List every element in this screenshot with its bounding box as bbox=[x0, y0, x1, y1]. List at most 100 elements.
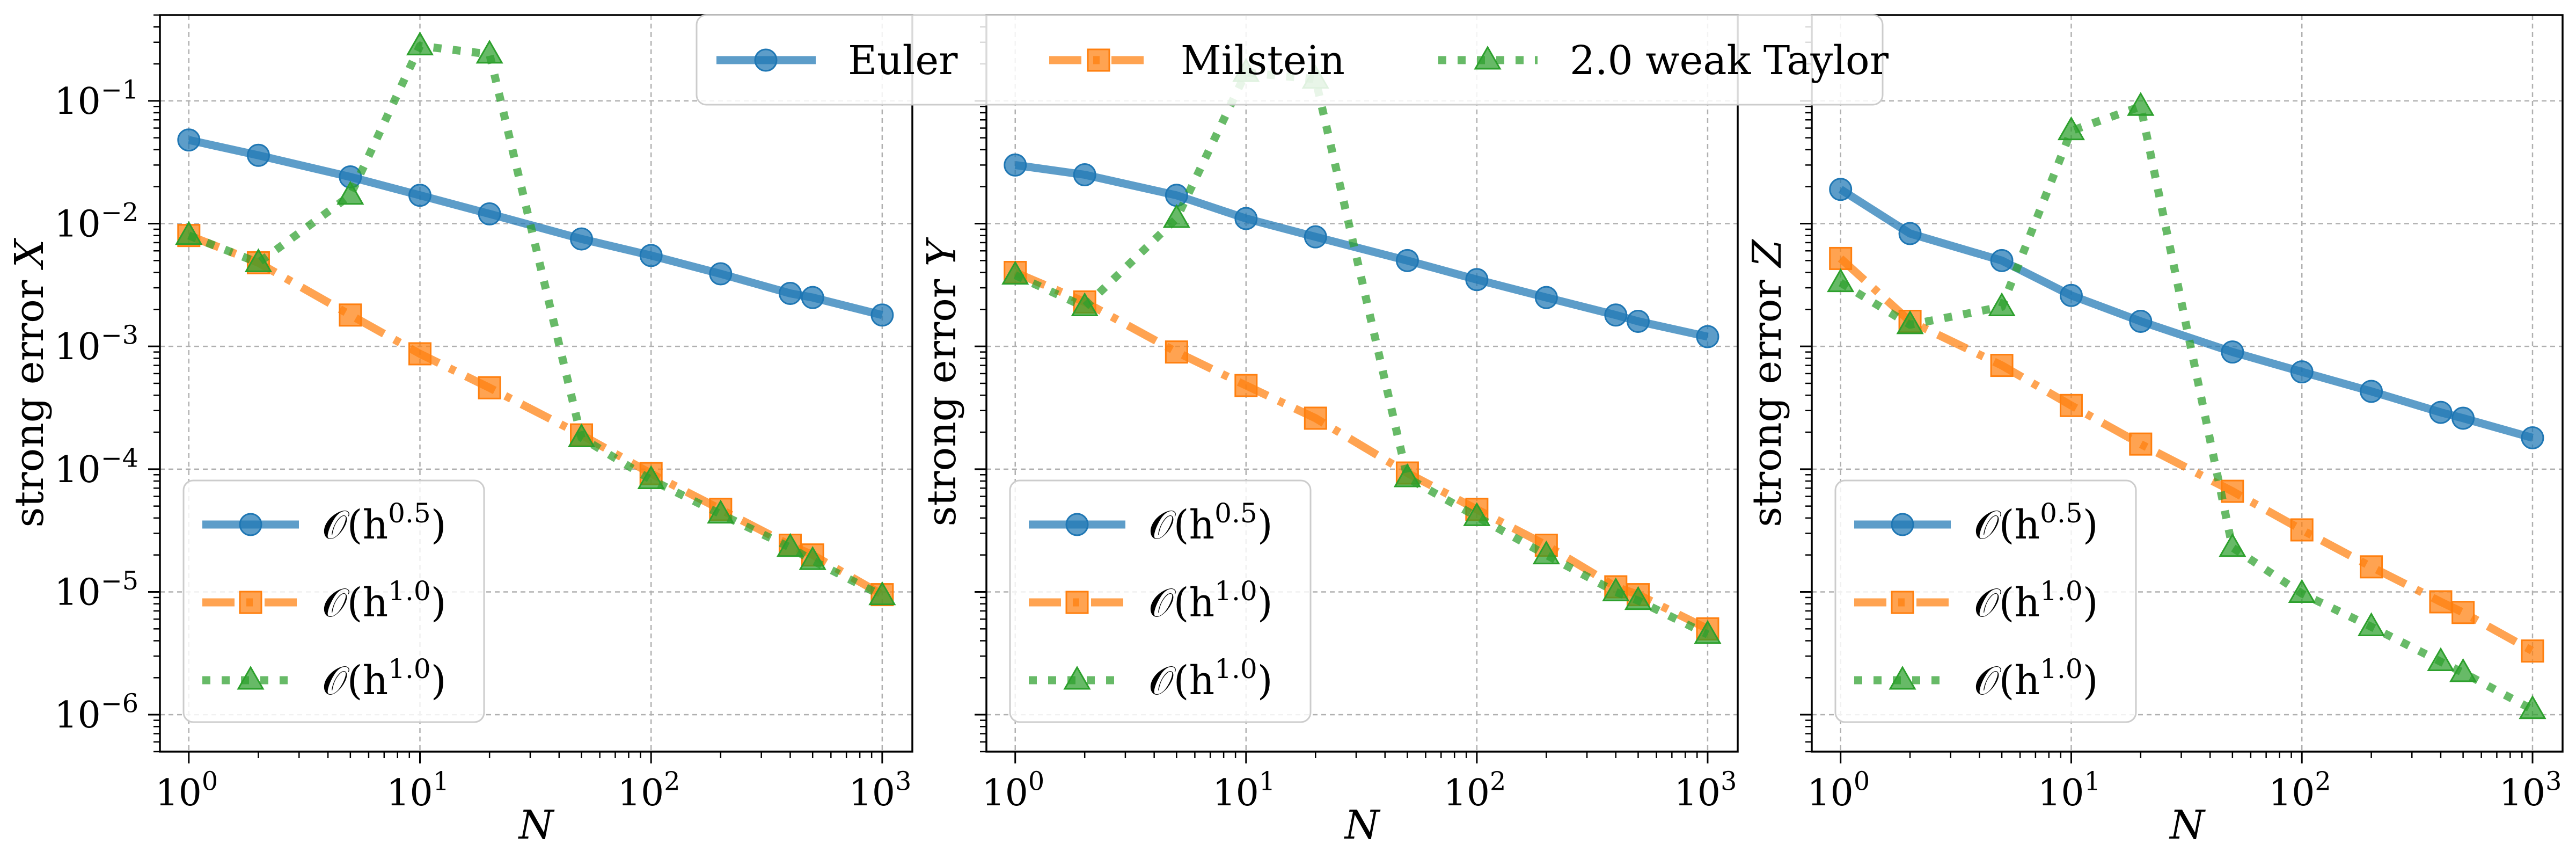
data-point bbox=[2451, 601, 2475, 624]
data-point bbox=[1532, 540, 1560, 565]
data-point bbox=[1304, 225, 1327, 249]
legend-marker bbox=[239, 513, 262, 536]
legend-marker bbox=[1065, 591, 1089, 614]
data-point bbox=[709, 262, 733, 286]
x-tick-label: 101 bbox=[2038, 767, 2101, 814]
data-point bbox=[1165, 184, 1188, 207]
y-tick-label: 10−6 bbox=[54, 689, 138, 737]
data-point bbox=[1165, 340, 1188, 364]
data-point bbox=[778, 282, 802, 305]
data-point bbox=[1004, 153, 1027, 177]
data-point bbox=[1465, 268, 1489, 292]
data-point bbox=[2127, 92, 2155, 116]
series-line bbox=[188, 136, 883, 319]
legend-marker bbox=[1889, 665, 1916, 690]
data-point bbox=[1234, 374, 1258, 397]
data-point bbox=[478, 202, 501, 225]
y-axis-label: strong error Y bbox=[919, 237, 965, 526]
data-point bbox=[1896, 310, 1924, 334]
data-point bbox=[2360, 555, 2383, 579]
y-tick-label: 10−1 bbox=[54, 75, 138, 123]
legend-entry: 𝒪(h1.0) bbox=[322, 576, 447, 626]
series-line bbox=[1014, 161, 1709, 341]
x-tick-label: 100 bbox=[155, 767, 218, 814]
data-point bbox=[1624, 586, 1652, 610]
data-point bbox=[567, 423, 596, 447]
legend-entry: 𝒪(h0.5) bbox=[1148, 498, 1273, 548]
y-tick-label: 10−2 bbox=[54, 198, 138, 246]
data-point bbox=[1234, 207, 1258, 230]
series-3 bbox=[175, 31, 896, 606]
series-2 bbox=[1829, 246, 2544, 663]
y-tick-label: 10−5 bbox=[54, 566, 138, 614]
legend-entry: 𝒪(h1.0) bbox=[1974, 653, 2098, 704]
x-tick-label: 100 bbox=[982, 767, 1044, 814]
x-tick-label: 100 bbox=[1807, 767, 1870, 814]
data-point bbox=[244, 248, 273, 272]
data-point bbox=[1990, 249, 2014, 272]
axes-frame bbox=[1811, 14, 2564, 753]
x-axis-label: N bbox=[1344, 802, 1381, 848]
y-tick-label: 10−3 bbox=[54, 321, 138, 369]
data-point bbox=[408, 342, 431, 366]
legend-marker bbox=[237, 665, 265, 690]
x-tick-label: 101 bbox=[1212, 767, 1275, 814]
data-point bbox=[1073, 163, 1096, 187]
data-point bbox=[1827, 268, 1855, 293]
data-point bbox=[1626, 309, 1650, 333]
data-point bbox=[475, 39, 503, 64]
data-point bbox=[2129, 432, 2153, 456]
data-point bbox=[2451, 406, 2475, 430]
data-point bbox=[2059, 283, 2083, 307]
legend-box bbox=[1834, 479, 2137, 723]
data-point bbox=[2521, 426, 2544, 449]
legend-entry: 𝒪(h1.0) bbox=[1974, 576, 2098, 626]
data-point bbox=[1990, 354, 2014, 377]
data-point bbox=[2057, 116, 2085, 141]
data-point bbox=[637, 465, 665, 490]
x-tick-label: 103 bbox=[848, 767, 911, 814]
legend-marker bbox=[1063, 665, 1091, 690]
data-point bbox=[1988, 292, 2016, 316]
data-point bbox=[1071, 292, 1099, 316]
data-point bbox=[1393, 463, 1422, 487]
data-point bbox=[2521, 639, 2544, 663]
data-point bbox=[1162, 204, 1190, 228]
series-1 bbox=[177, 128, 894, 327]
top-legend-marker bbox=[1474, 45, 1502, 70]
legend-entry: 𝒪(h1.0) bbox=[1148, 576, 1273, 626]
data-point bbox=[2429, 590, 2453, 614]
top-legend-label: Milstein bbox=[1181, 38, 1345, 84]
data-point bbox=[801, 286, 824, 309]
x-tick-label: 103 bbox=[1674, 767, 1737, 814]
data-point bbox=[2221, 340, 2244, 364]
data-point bbox=[1829, 178, 1853, 201]
top-legend: Euler Milstein 2.0 weak Taylor bbox=[696, 14, 1889, 106]
panel-legend: 𝒪(h0.5) 𝒪(h1.0) 𝒪(h1.0) bbox=[1009, 479, 1312, 723]
data-point bbox=[870, 303, 894, 327]
data-point bbox=[2290, 518, 2314, 542]
series-3 bbox=[1827, 92, 2546, 719]
series-line bbox=[1838, 186, 2534, 442]
data-point bbox=[1602, 577, 1630, 601]
x-axis-label: N bbox=[2169, 802, 2206, 848]
top-legend-marker bbox=[1087, 48, 1110, 72]
x-tick-label: 102 bbox=[618, 767, 680, 814]
legend-entry: 𝒪(h1.0) bbox=[1148, 653, 1273, 704]
data-point bbox=[1696, 325, 1719, 348]
data-point bbox=[2519, 695, 2546, 719]
data-point bbox=[868, 581, 896, 606]
data-point bbox=[639, 244, 663, 267]
y-axis-label: strong error Z bbox=[1744, 239, 1790, 527]
data-point bbox=[707, 499, 735, 524]
data-point bbox=[776, 533, 804, 557]
data-point bbox=[408, 184, 431, 207]
data-point bbox=[570, 227, 594, 251]
data-point bbox=[1898, 222, 1922, 245]
data-point bbox=[2427, 647, 2455, 672]
data-point bbox=[2059, 394, 2083, 417]
x-tick-label: 102 bbox=[1443, 767, 1506, 814]
